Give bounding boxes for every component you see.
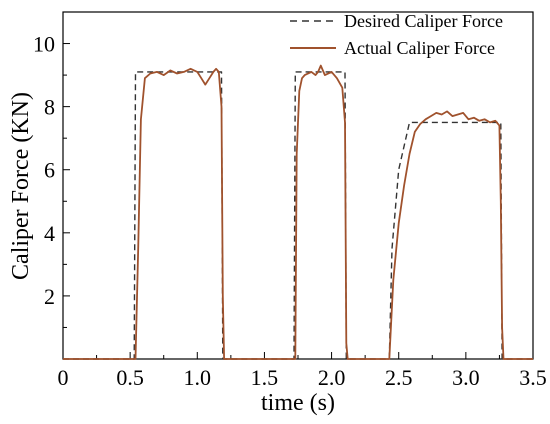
x-axis-ticks: 0 0.5 1.0 1.5 2.0 2.5 3.0 3.5 (58, 352, 547, 390)
plot-frame (62, 11, 534, 360)
y-axis-ticks: 2 4 6 8 10 (33, 32, 70, 328)
x-tick-label: 3.5 (519, 365, 547, 390)
x-axis-label: time (s) (261, 390, 335, 416)
y-tick-label: 4 (44, 221, 55, 246)
legend: Desired Caliper Force Actual Caliper For… (290, 11, 503, 58)
x-tick-label: 2.5 (385, 365, 413, 390)
x-tick-label: 1.0 (184, 365, 212, 390)
y-tick-label: 2 (44, 284, 55, 309)
x-tick-label: 0.5 (116, 365, 144, 390)
y-tick-label: 8 (44, 95, 55, 120)
series-layer (63, 64, 533, 360)
y-tick-label: 6 (44, 158, 55, 183)
legend-label-actual: Actual Caliper Force (344, 38, 495, 58)
x-tick-label: 2.0 (318, 365, 346, 390)
x-tick-label: 3.0 (452, 365, 480, 390)
legend-label-desired: Desired Caliper Force (344, 11, 503, 31)
y-axis-label: Caliper Force (KN) (8, 92, 34, 280)
y-tick-label: 10 (33, 32, 55, 57)
x-tick-label: 0 (58, 365, 69, 390)
x-tick-label: 1.5 (251, 365, 279, 390)
series-line-actual (63, 64, 533, 360)
